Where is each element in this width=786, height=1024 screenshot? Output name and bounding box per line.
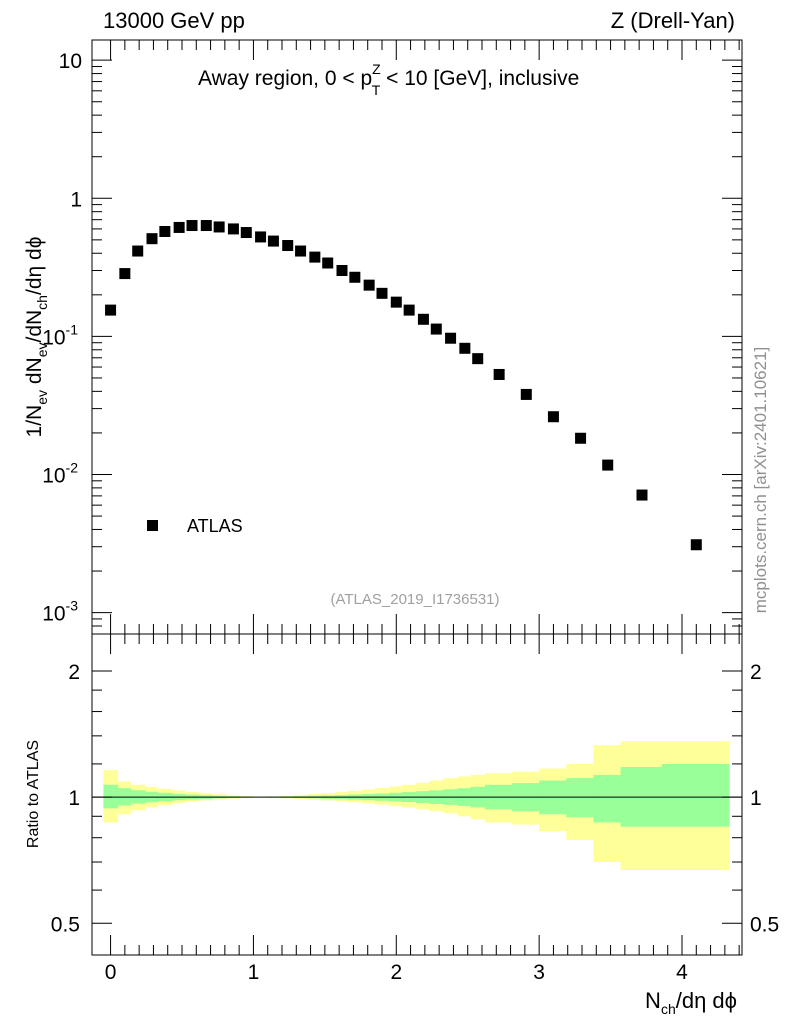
main-y-label-a: 1/N	[23, 405, 46, 438]
main-title-suffix: < 10 [GeV], inclusive	[380, 67, 579, 90]
legend: ATLAS	[147, 516, 243, 536]
ratio-y-tick-label-right: 2	[750, 661, 762, 684]
x-tick-label: 2	[390, 961, 402, 984]
main-y-tick-base: 10	[59, 50, 82, 73]
data-point	[336, 265, 348, 277]
main-y-tick-base: 10	[42, 326, 65, 349]
data-point	[547, 411, 559, 423]
data-point	[309, 251, 321, 263]
data-point	[186, 220, 198, 232]
main-title-prefix: Away region, 0 < p	[198, 67, 372, 90]
ratio-panel: 0.5 0.5 1 1 2 2 0 1 2 3 4 Ratio to ATLAS Nch/dη d…	[25, 633, 779, 1017]
main-x-ticks	[110, 40, 740, 634]
stat-uncertainty-band	[103, 763, 730, 827]
main-y-label-c-sub: ch	[34, 295, 50, 310]
data-point	[146, 233, 158, 245]
main-y-label-b-sub: ev	[34, 342, 50, 357]
ratio-y-tick-label-left: 1	[68, 787, 80, 810]
data-point	[322, 257, 334, 269]
main-y-label: 1/Nev dNev/dNch/dη dϕ	[23, 237, 50, 438]
data-point	[119, 268, 131, 280]
stat-band-bin	[566, 778, 594, 818]
data-point	[493, 368, 505, 380]
x-axis-label-b: /dη dϕ	[676, 988, 737, 1013]
legend-label: ATLAS	[187, 516, 243, 536]
main-title-sup: Z	[372, 61, 381, 77]
data-points	[105, 220, 702, 551]
data-point	[200, 220, 212, 232]
data-point	[520, 388, 532, 400]
data-point	[213, 221, 225, 233]
data-point	[105, 304, 117, 316]
data-point	[430, 323, 442, 335]
stat-band-bin	[593, 774, 622, 823]
main-y-tick-base: 10	[42, 465, 65, 488]
data-point	[132, 245, 144, 257]
data-point	[295, 245, 307, 257]
data-point	[255, 231, 267, 243]
main-y-label-d: /dη dϕ	[23, 237, 46, 295]
data-point	[602, 459, 614, 471]
data-point	[282, 240, 294, 252]
main-y-tick-exponent: -2	[66, 460, 79, 476]
data-point	[390, 296, 402, 308]
data-point	[159, 225, 171, 237]
main-frame	[91, 39, 743, 635]
x-tick-label: 4	[676, 961, 688, 984]
data-point	[575, 432, 587, 444]
ratio-y-tick-label-right: 0.5	[750, 913, 779, 936]
main-y-tick-label: 10-1	[42, 321, 78, 349]
ratio-y-ticks: 0.5 0.5 1 1 2 2	[51, 661, 779, 936]
data-point	[459, 342, 471, 354]
analysis-id: (ATLAS_2019_I1736531)	[330, 591, 499, 608]
main-y-label-b: dN	[23, 357, 46, 390]
ratio-y-tick-label-right: 1	[750, 787, 762, 810]
main-y-tick-label: 10	[59, 50, 82, 73]
data-point	[472, 353, 484, 365]
main-y-label-a-sub: ev	[34, 390, 50, 405]
ratio-y-label: Ratio to ATLAS	[25, 740, 42, 848]
x-tick-label: 1	[248, 961, 260, 984]
data-point	[636, 489, 648, 501]
main-y-tick-base: 10	[42, 603, 65, 626]
main-title-sub: T	[372, 82, 381, 98]
data-point	[349, 271, 361, 283]
main-y-tick-label: 10-3	[42, 598, 78, 626]
main-y-tick-exponent: -3	[66, 598, 79, 614]
x-tick-label: 0	[105, 961, 117, 984]
main-y-label-c: /dN	[23, 310, 46, 343]
main-title: Away region, 0 < pZ T < 10 [GeV], inclusi…	[198, 61, 579, 98]
ratio-y-tick-label-left: 0.5	[51, 913, 80, 936]
x-axis-label-a: N	[645, 988, 661, 1013]
data-point	[173, 221, 185, 233]
legend-marker	[147, 520, 158, 531]
main-y-tick-base: 1	[70, 188, 82, 211]
data-point	[445, 332, 457, 344]
data-point	[417, 313, 429, 325]
x-axis-label-a-sub: ch	[661, 1001, 676, 1017]
process-label: Z (Drell-Yan)	[611, 8, 735, 33]
ratio-frame	[91, 633, 743, 956]
stat-band-bin	[662, 763, 730, 827]
data-point	[376, 287, 388, 299]
main-y-tick-label: 1	[70, 188, 82, 211]
data-point	[227, 223, 239, 235]
source-watermark: mcplots.cern.ch [arXiv:2401.10621]	[751, 347, 770, 613]
energy-label: 13000 GeV pp	[103, 8, 245, 33]
ratio-x-ticks: 0 1 2 3 4	[105, 634, 740, 984]
main-y-tick-exponent: -1	[66, 321, 79, 337]
data-point	[403, 304, 415, 316]
ratio-y-tick-label-left: 2	[68, 661, 80, 684]
x-tick-label: 3	[533, 961, 545, 984]
main-y-tick-label: 10-2	[42, 460, 78, 488]
data-point	[240, 227, 252, 239]
stat-band-bin	[103, 784, 119, 809]
data-point	[267, 235, 279, 247]
data-point	[363, 279, 375, 291]
data-point	[690, 539, 702, 551]
x-axis-label: Nch/dη dϕ	[645, 988, 737, 1017]
